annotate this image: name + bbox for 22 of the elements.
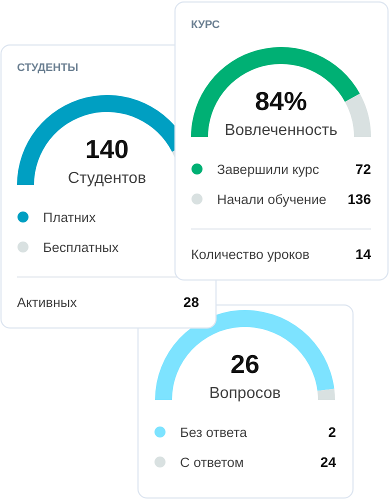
text: Вопросов	[209, 385, 281, 402]
data-label: 84%	[254, 86, 308, 116]
legend-label: Завершили курс	[217, 162, 320, 177]
legend-label: Бесплатных	[43, 240, 119, 255]
text: 140	[85, 134, 129, 164]
legend-label: Без ответа	[180, 425, 248, 440]
text: 14	[355, 246, 372, 262]
text: 136	[348, 191, 372, 207]
legend-label: С ответом	[180, 455, 244, 470]
legend-label: Начали обучение	[217, 192, 326, 207]
text: Вовлеченность	[224, 122, 338, 139]
text: 26	[230, 349, 260, 379]
text: 24	[320, 454, 336, 470]
text: Активных	[17, 295, 78, 310]
text: Студентов	[68, 170, 146, 187]
chart-title: СТУДЕНТЫ	[17, 62, 79, 74]
legend-label: Платних	[43, 210, 96, 225]
text: 2	[328, 424, 336, 440]
chart-title: КУРС	[191, 19, 220, 31]
text: 28	[183, 294, 200, 310]
text: 72	[355, 161, 372, 177]
text: Количество уроков	[191, 247, 310, 262]
